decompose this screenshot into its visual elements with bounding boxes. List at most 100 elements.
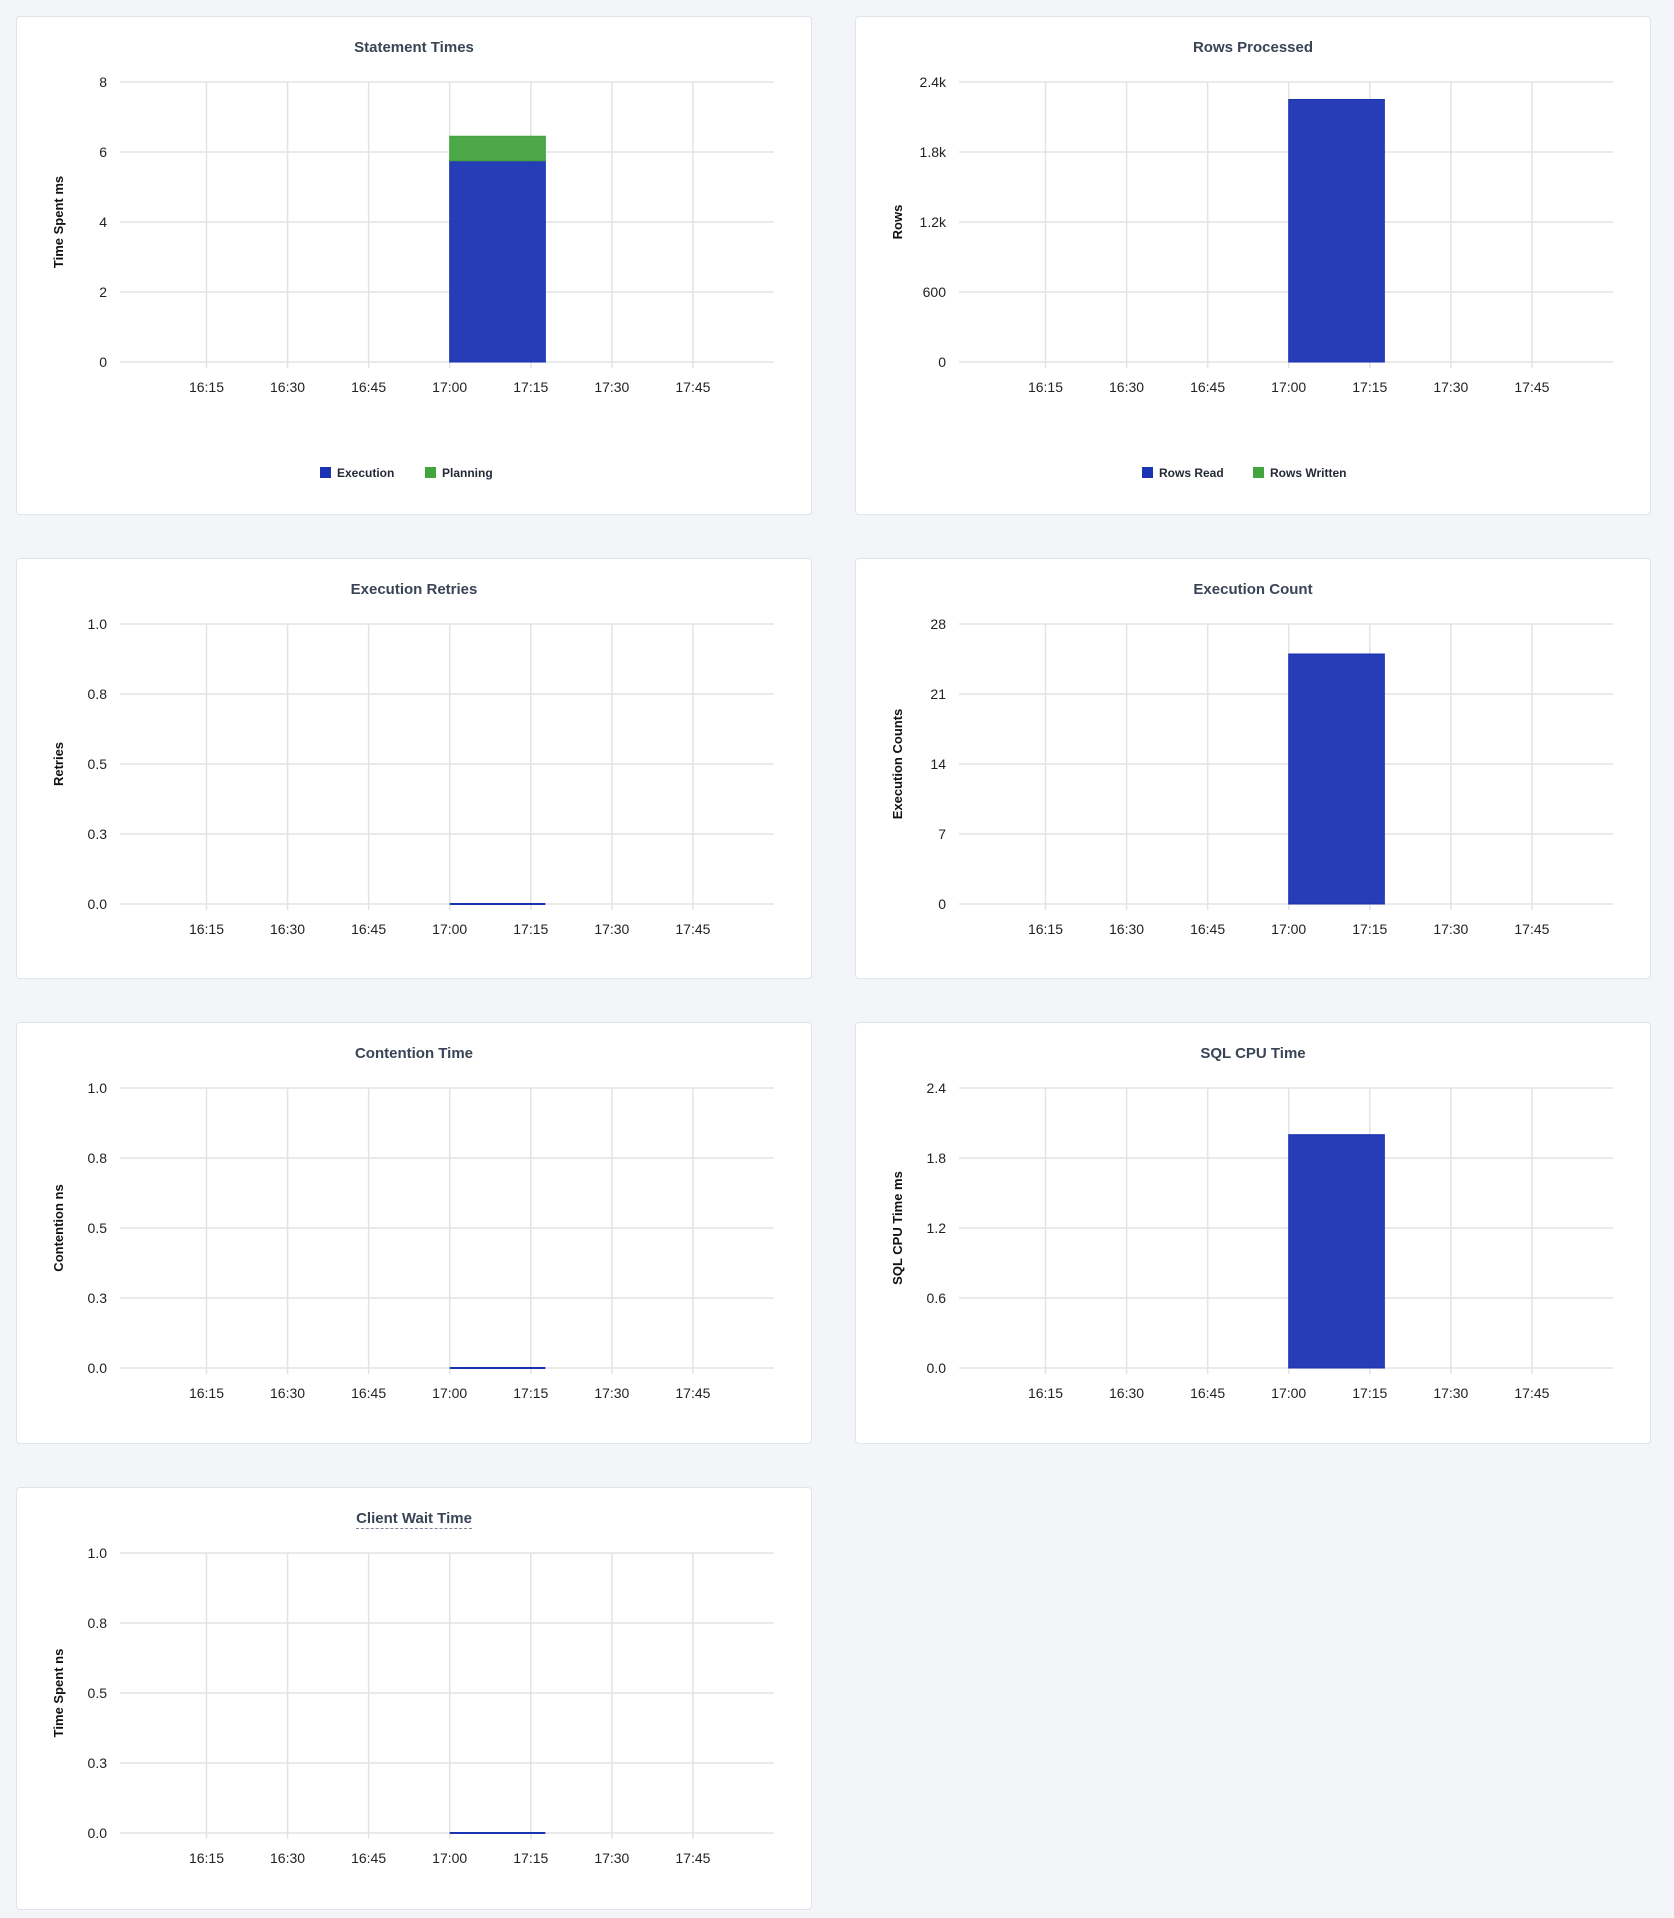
y-tick-label: 0.5	[88, 1220, 108, 1236]
y-tick-label: 1.8k	[920, 144, 947, 160]
y-axis-label: Time Spent ns	[51, 1649, 66, 1738]
y-tick-label: 4	[99, 214, 107, 230]
y-tick-label: 7	[938, 826, 946, 842]
y-axis-label: Rows	[890, 205, 905, 240]
y-tick-label: 21	[930, 686, 946, 702]
x-tick-label: 17:15	[1352, 1385, 1387, 1401]
bar-execution	[449, 160, 546, 363]
y-tick-label: 0.3	[88, 1290, 108, 1306]
chart-title: Execution Count	[1193, 581, 1313, 598]
x-tick-label: 16:45	[351, 379, 386, 395]
y-tick-label: 1.0	[88, 1545, 108, 1561]
x-tick-label: 17:00	[1271, 379, 1306, 395]
chart-panel-sql-cpu-time: SQL CPU Time 0.0 0.6 1.2 1.8 2.4 16:15 16:30 16…	[855, 1022, 1651, 1444]
chart-title: Rows Processed	[1192, 39, 1314, 56]
x-tick-label: 17:00	[1271, 1385, 1306, 1401]
legend-swatch	[425, 467, 436, 478]
x-tick-label: 16:15	[189, 379, 224, 395]
legend-label: Rows Written	[1270, 466, 1346, 480]
x-tick-label: 17:15	[513, 1385, 548, 1401]
y-tick-label: 2	[99, 284, 107, 300]
bar-value	[1288, 653, 1385, 905]
x-tick-label: 17:15	[1352, 921, 1387, 937]
x-tick-label: 16:45	[351, 1385, 386, 1401]
x-tick-label: 16:45	[351, 1850, 386, 1866]
y-tick-label: 1.8	[927, 1150, 947, 1166]
x-tick-label: 16:15	[1028, 1385, 1063, 1401]
x-tick-label: 17:15	[1352, 379, 1387, 395]
y-tick-label: 0	[938, 896, 946, 912]
chart-panel-execution-count: Execution Count 0 7 14 21 28 16:15 16:30 16:45 1…	[855, 558, 1651, 979]
y-tick-label: 0.8	[88, 1615, 108, 1631]
y-tick-label: 1.0	[88, 616, 108, 632]
x-tick-label: 17:00	[432, 379, 467, 395]
bar-planning	[449, 135, 546, 162]
y-tick-label: 0.3	[88, 826, 108, 842]
x-tick-label: 16:30	[1109, 921, 1144, 937]
y-axis-label: Time Spent ms	[51, 176, 66, 268]
y-tick-label: 0.5	[88, 756, 108, 772]
legend-label: Rows Read	[1159, 466, 1224, 480]
y-tick-label: 0.6	[927, 1290, 947, 1306]
x-tick-label: 16:15	[1028, 921, 1063, 937]
y-tick-label: 0.0	[88, 896, 108, 912]
x-tick-label: 17:45	[675, 379, 710, 395]
x-tick-label: 16:15	[189, 921, 224, 937]
chart-panel-execution-retries: Execution Retries 0.0 0.3 0.5 0.8 1.0 16:15 16…	[16, 558, 812, 979]
y-tick-label: 0	[938, 354, 946, 370]
chart-title: Execution Retries	[350, 581, 478, 598]
legend-label: Execution	[337, 466, 394, 480]
x-tick-label: 17:15	[513, 1850, 548, 1866]
y-tick-label: 600	[923, 284, 947, 300]
y-tick-label: 0.0	[88, 1825, 108, 1841]
chart-title-tooltip-trigger[interactable]: Client Wait Time	[356, 1510, 472, 1529]
x-tick-label: 16:30	[270, 1850, 305, 1866]
y-axis-label: Contention ns	[51, 1184, 66, 1271]
bar-rows-read	[1288, 99, 1385, 363]
chart-title: Statement Times	[354, 39, 474, 56]
y-tick-label: 2.4k	[920, 74, 947, 90]
y-tick-label: 0.5	[88, 1685, 108, 1701]
chart-panel-statement-times: Statement Times 0 2 4 6 8 16:15 16:30 16:45 17:0…	[16, 16, 812, 515]
y-axis-label: Execution Counts	[890, 709, 905, 820]
chart-svg: 0.0 0.3 0.5 0.8 1.0 16:15 16:30 16:45 17:00 17:15…	[51, 1545, 774, 1866]
chart-svg: 0.0 0.6 1.2 1.8 2.4 16:15 16:30 16:45 17:00 17:15…	[890, 1080, 1613, 1401]
chart-svg: 0 600 1.2k 1.8k 2.4k 16:15 16:30 16:45 17:00 17:1…	[890, 74, 1613, 480]
y-axis-label: Retries	[51, 742, 66, 786]
y-tick-label: 0.8	[88, 686, 108, 702]
x-tick-label: 17:45	[675, 1385, 710, 1401]
x-tick-label: 16:15	[189, 1850, 224, 1866]
chart-title: Contention Time	[354, 1045, 474, 1062]
y-tick-label: 1.2	[927, 1220, 947, 1236]
y-tick-label: 6	[99, 144, 107, 160]
x-tick-label: 17:30	[594, 1850, 629, 1866]
legend-swatch	[1253, 467, 1264, 478]
bar-value	[1288, 1134, 1385, 1369]
y-tick-label: 0.0	[88, 1360, 108, 1376]
y-tick-label: 0.0	[927, 1360, 947, 1376]
y-tick-label: 8	[99, 74, 107, 90]
x-tick-label: 17:00	[1271, 921, 1306, 937]
y-tick-label: 1.0	[88, 1080, 108, 1096]
chart-svg: 0 7 14 21 28 16:15 16:30 16:45 17:00 17:15 17:30 17…	[890, 616, 1613, 937]
x-tick-label: 16:30	[270, 1385, 305, 1401]
x-tick-label: 17:30	[594, 1385, 629, 1401]
y-tick-label: 2.4	[927, 1080, 947, 1096]
chart-svg: 0.0 0.3 0.5 0.8 1.0 16:15 16:30 16:45 17:00 17:15…	[51, 1080, 774, 1401]
x-tick-label: 16:30	[270, 921, 305, 937]
legend-swatch	[320, 467, 331, 478]
x-tick-label: 16:45	[351, 921, 386, 937]
y-tick-label: 0.3	[88, 1755, 108, 1771]
y-tick-label: 14	[930, 756, 946, 772]
x-tick-label: 17:30	[594, 379, 629, 395]
y-tick-label: 0	[99, 354, 107, 370]
x-tick-label: 17:30	[594, 921, 629, 937]
x-tick-label: 17:30	[1433, 379, 1468, 395]
x-tick-label: 17:30	[1433, 921, 1468, 937]
legend-label: Planning	[442, 466, 493, 480]
x-tick-label: 17:45	[1514, 1385, 1549, 1401]
y-tick-label: 1.2k	[920, 214, 947, 230]
x-tick-label: 16:45	[1190, 379, 1225, 395]
x-tick-label: 16:15	[189, 1385, 224, 1401]
chart-panel-contention-time: Contention Time 0.0 0.3 0.5 0.8 1.0 16:15 16:3…	[16, 1022, 812, 1444]
